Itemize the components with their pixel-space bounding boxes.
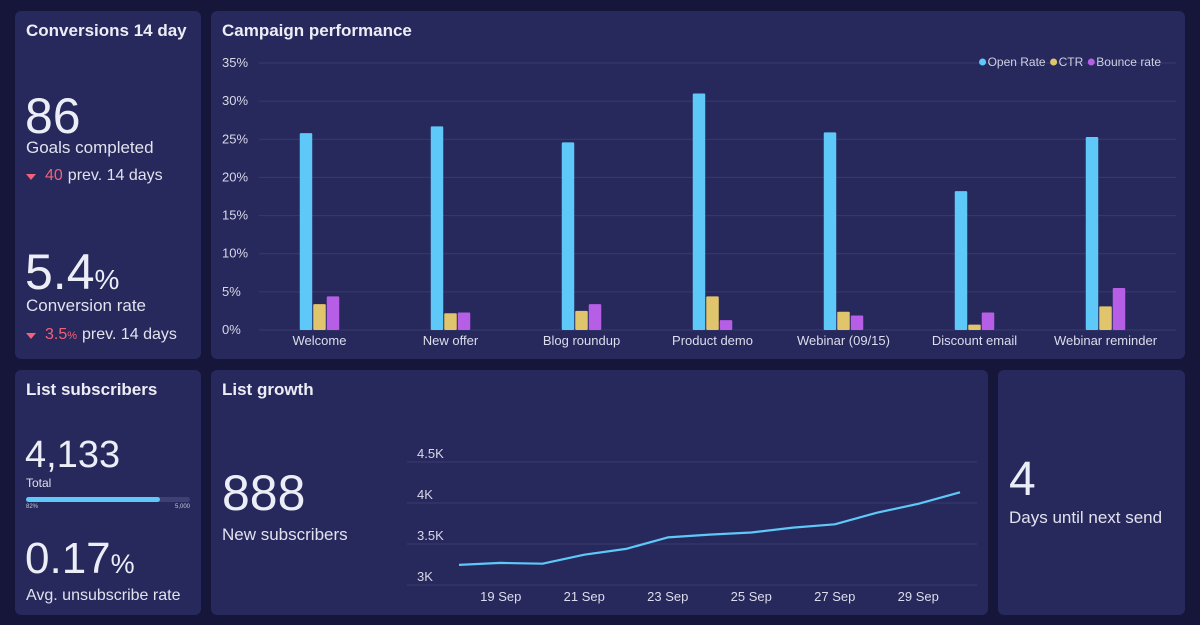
bar-ctr <box>313 304 326 330</box>
legend-label: Bounce rate <box>1096 55 1161 69</box>
bar-ctr <box>968 324 981 330</box>
legend-dot <box>1087 58 1095 66</box>
rate-prev-unit: % <box>67 330 78 342</box>
unsub-unit: % <box>110 549 135 579</box>
bar-open-rate <box>561 142 575 330</box>
list-growth-title: List growth <box>222 380 314 399</box>
x-tick-label: Product demo <box>672 333 753 348</box>
goals-label: Goals completed <box>26 138 154 157</box>
y-tick-label: 30% <box>222 93 248 108</box>
list-growth-card: List growth 888 New subscribers 3K 3.5K 4K… <box>211 370 988 615</box>
progress-right-label: 5,000 <box>174 504 190 510</box>
bar-bounce-rate <box>1112 288 1126 330</box>
bar-open-rate <box>1085 136 1099 330</box>
x-tick-label: Webinar (09/15) <box>797 333 890 348</box>
goals-prev-value: 40 <box>45 167 63 184</box>
x-tick-label: New offer <box>423 333 479 348</box>
triangle-down-icon <box>26 332 36 339</box>
y-tick-label: 25% <box>222 131 248 146</box>
x-tick-label: 27 Sep <box>814 589 855 604</box>
x-tick-label: Blog roundup <box>543 333 620 348</box>
rate-prev-label: prev. 14 days <box>82 326 177 343</box>
progress-left-label: 82% <box>26 504 39 510</box>
bar-bounce-rate <box>457 312 471 330</box>
bar-open-rate <box>692 93 706 330</box>
bar-bounce-rate <box>981 312 995 330</box>
x-tick-label: 25 Sep <box>731 589 772 604</box>
next-send-label: Days until next send <box>1009 508 1163 527</box>
next-send-card: 4 Days until next send <box>998 370 1185 615</box>
x-tick-label: Welcome <box>293 333 347 348</box>
legend-dot <box>979 58 987 66</box>
goals-prev-label: prev. 14 days <box>67 167 163 184</box>
y-tick-label: 4K <box>417 487 433 502</box>
subscribers-total-label: Total <box>26 476 52 490</box>
campaign-bar-chart: 0% 5% 10% 15% 20% 25% 30% 35% Welcome New offer Bl… <box>222 55 1176 348</box>
y-tick-label: 15% <box>222 208 248 223</box>
subscribers-total-value: 4,133 <box>25 434 121 476</box>
bar-bounce-rate <box>719 320 733 330</box>
bar-ctr <box>444 313 457 330</box>
campaign-card: Campaign performance 0% 5% 10% 15% 20% 25% 30%… <box>211 11 1185 359</box>
list-growth-line-chart: 3K 3.5K 4K 4.5K 19 Sep 21 Sep 23 Sep 25 Sep 27 S… <box>407 446 977 604</box>
y-tick-label: 0% <box>222 322 241 337</box>
y-tick-label: 5% <box>222 284 241 299</box>
bar-open-rate <box>954 191 968 330</box>
y-tick-label: 20% <box>222 169 248 184</box>
growth-line <box>458 491 961 566</box>
x-tick-label: 23 Sep <box>647 589 688 604</box>
next-send-value: 4 <box>1009 453 1036 506</box>
rate-value-wrap: 5.4% <box>25 247 119 297</box>
list-subscribers-title: List subscribers <box>26 380 158 399</box>
rate-delta: 3.5% prev. 14 days <box>26 326 177 344</box>
unsub-value-wrap: 0.17% <box>25 537 135 581</box>
x-tick-label: 19 Sep <box>480 589 521 604</box>
bar-bounce-rate <box>326 296 340 330</box>
unsub-label: Avg. unsubscribe rate <box>26 587 181 604</box>
subscribers-progress-fill <box>26 497 161 502</box>
bar-ctr <box>706 296 719 330</box>
x-tick-label: Discount email <box>932 333 1017 348</box>
x-tick-label: 21 Sep <box>564 589 605 604</box>
list-subscribers-card: List subscribers 4,133 Total 82% 5,000 0… <box>15 370 201 615</box>
y-tick-label: 4.5K <box>417 446 444 461</box>
x-tick-label: Webinar reminder <box>1054 333 1158 348</box>
bar-open-rate <box>430 126 444 331</box>
legend-label: CTR <box>1059 55 1084 69</box>
new-subscribers-value: 888 <box>222 465 306 521</box>
rate-label: Conversion rate <box>26 296 147 315</box>
rate-prev: 3.5% <box>45 326 77 344</box>
bar-open-rate <box>299 133 313 330</box>
rate-unit: % <box>94 264 120 295</box>
y-tick-label: 3K <box>417 569 433 584</box>
bar-ctr <box>1099 306 1112 330</box>
bar-ctr <box>837 311 850 330</box>
rate-value: 5.4 <box>25 244 95 300</box>
rate-prev-value: 3.5 <box>45 326 68 343</box>
bar-bounce-rate <box>588 304 602 330</box>
bar-ctr <box>575 310 588 330</box>
legend-label: Open Rate <box>988 55 1046 69</box>
campaign-title: Campaign performance <box>222 21 412 40</box>
y-tick-label: 10% <box>222 246 248 261</box>
conversions-card: Conversions 14 day 86 Goals completed 40… <box>15 11 201 359</box>
new-subscribers-label: New subscribers <box>222 525 348 544</box>
y-tick-label: 3.5K <box>417 528 444 543</box>
unsub-value: 0.17 <box>25 534 111 583</box>
legend-dot <box>1050 58 1058 66</box>
triangle-down-icon <box>26 173 36 180</box>
y-tick-label: 35% <box>222 55 248 70</box>
bar-bounce-rate <box>850 315 864 330</box>
goals-value: 86 <box>25 88 81 144</box>
goals-delta: 40 prev. 14 days <box>26 167 163 185</box>
x-tick-label: 29 Sep <box>898 589 939 604</box>
conversions-title: Conversions 14 day <box>26 21 187 40</box>
bar-open-rate <box>823 132 837 330</box>
subscribers-progress-track <box>26 497 190 502</box>
